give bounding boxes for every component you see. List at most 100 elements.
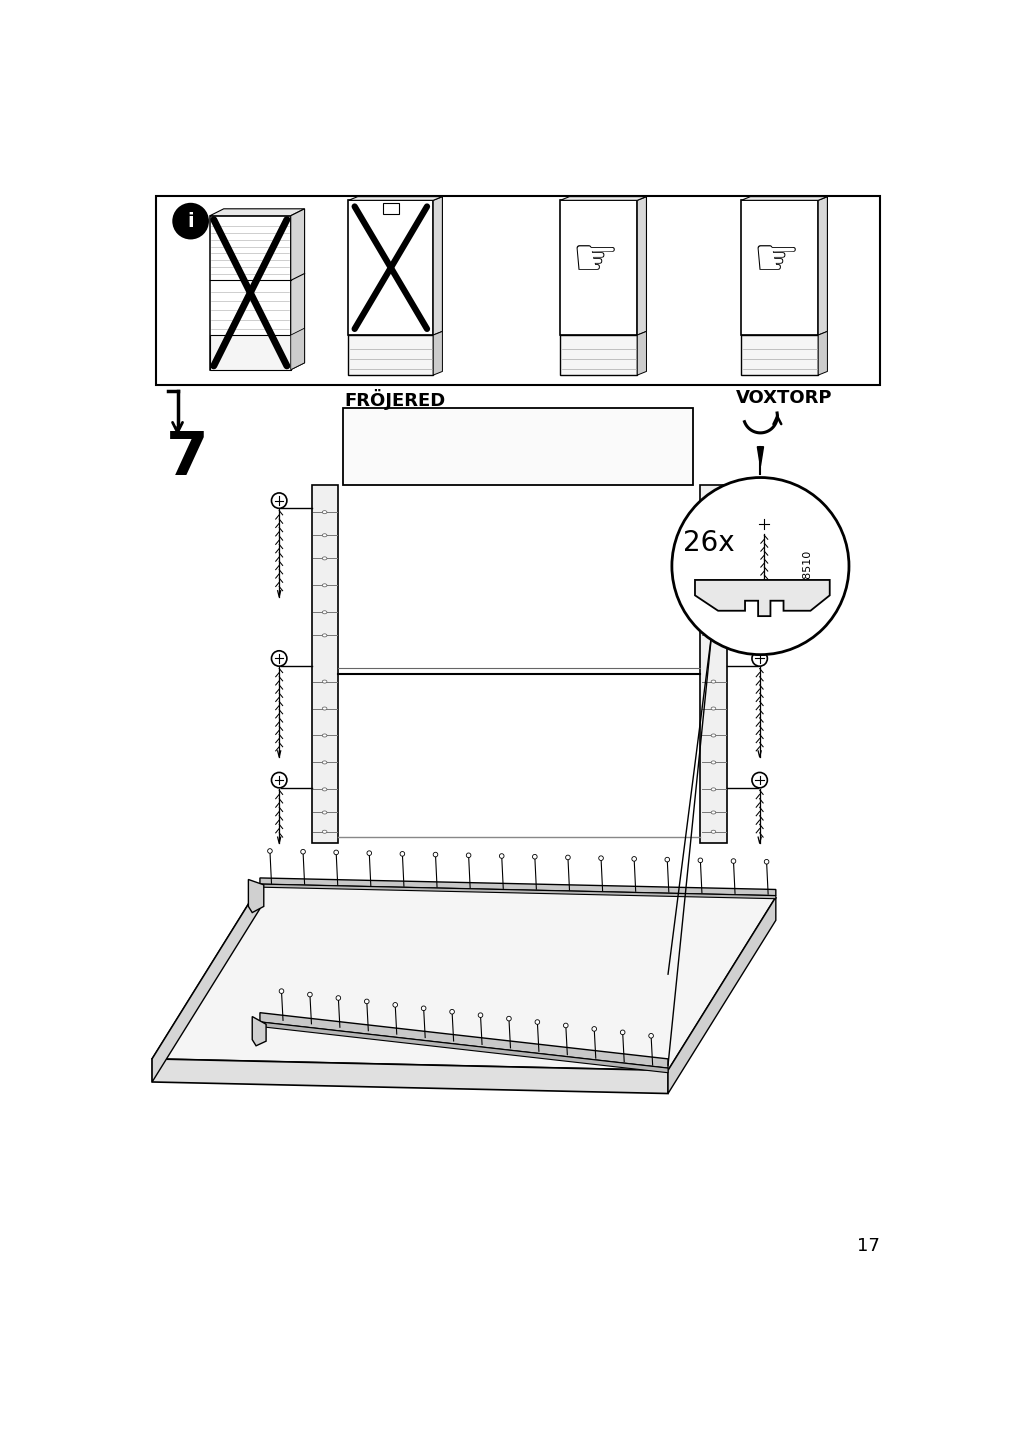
Ellipse shape bbox=[711, 634, 715, 637]
Ellipse shape bbox=[711, 707, 715, 710]
Circle shape bbox=[698, 858, 702, 862]
Circle shape bbox=[466, 853, 470, 858]
Polygon shape bbox=[152, 1058, 667, 1094]
Circle shape bbox=[478, 1012, 482, 1018]
Text: ☞: ☞ bbox=[570, 235, 618, 286]
Circle shape bbox=[392, 1002, 397, 1007]
Polygon shape bbox=[667, 898, 775, 1094]
Ellipse shape bbox=[711, 831, 715, 833]
Ellipse shape bbox=[711, 584, 715, 587]
Polygon shape bbox=[260, 884, 775, 899]
Ellipse shape bbox=[321, 707, 327, 710]
Circle shape bbox=[364, 1000, 369, 1004]
Polygon shape bbox=[756, 447, 762, 465]
Ellipse shape bbox=[711, 511, 715, 514]
Bar bbox=[209, 335, 290, 369]
Circle shape bbox=[591, 1027, 595, 1031]
Polygon shape bbox=[252, 1017, 266, 1045]
Polygon shape bbox=[260, 878, 775, 895]
Bar bbox=[311, 485, 338, 843]
Ellipse shape bbox=[711, 557, 715, 560]
Circle shape bbox=[751, 772, 766, 788]
Circle shape bbox=[599, 856, 603, 861]
Text: i: i bbox=[187, 212, 194, 231]
Circle shape bbox=[507, 1017, 511, 1021]
Bar bbox=[348, 335, 433, 375]
Circle shape bbox=[267, 849, 272, 853]
Polygon shape bbox=[152, 885, 775, 1071]
Polygon shape bbox=[433, 331, 442, 375]
Bar bbox=[740, 335, 817, 375]
Ellipse shape bbox=[321, 680, 327, 683]
Ellipse shape bbox=[711, 760, 715, 763]
Polygon shape bbox=[348, 196, 442, 200]
Circle shape bbox=[565, 855, 569, 859]
Text: 148510: 148510 bbox=[801, 548, 811, 591]
Circle shape bbox=[367, 851, 371, 855]
Bar bbox=[348, 200, 433, 335]
Polygon shape bbox=[260, 1012, 667, 1068]
Circle shape bbox=[336, 995, 341, 1001]
Polygon shape bbox=[637, 331, 646, 375]
Polygon shape bbox=[433, 196, 442, 335]
Text: VOXTORP: VOXTORP bbox=[735, 390, 832, 407]
Circle shape bbox=[763, 859, 768, 863]
Circle shape bbox=[730, 859, 735, 863]
Circle shape bbox=[300, 849, 305, 853]
Ellipse shape bbox=[711, 735, 715, 737]
Polygon shape bbox=[740, 196, 827, 200]
Circle shape bbox=[620, 1030, 625, 1035]
Polygon shape bbox=[248, 879, 264, 912]
Circle shape bbox=[271, 650, 286, 666]
Text: FRÖJERED: FRÖJERED bbox=[345, 390, 446, 410]
Polygon shape bbox=[695, 580, 829, 616]
Polygon shape bbox=[260, 1022, 667, 1073]
Polygon shape bbox=[817, 196, 827, 335]
Ellipse shape bbox=[711, 811, 715, 813]
Circle shape bbox=[271, 772, 286, 788]
Ellipse shape bbox=[321, 534, 327, 537]
Bar bbox=[740, 200, 817, 335]
Polygon shape bbox=[290, 209, 304, 369]
Circle shape bbox=[648, 1034, 653, 1038]
Text: 7: 7 bbox=[166, 430, 208, 488]
Ellipse shape bbox=[711, 534, 715, 537]
Circle shape bbox=[399, 852, 404, 856]
Circle shape bbox=[498, 853, 503, 858]
Circle shape bbox=[535, 1020, 539, 1024]
Circle shape bbox=[631, 856, 636, 861]
Polygon shape bbox=[817, 331, 827, 375]
Ellipse shape bbox=[711, 788, 715, 790]
Circle shape bbox=[334, 851, 338, 855]
Bar bbox=[700, 485, 727, 843]
Circle shape bbox=[563, 1022, 567, 1028]
Circle shape bbox=[532, 855, 537, 859]
Circle shape bbox=[795, 597, 809, 611]
Polygon shape bbox=[560, 196, 646, 200]
Polygon shape bbox=[290, 328, 304, 369]
Circle shape bbox=[279, 990, 283, 994]
Ellipse shape bbox=[321, 610, 327, 614]
Text: 26x: 26x bbox=[682, 528, 734, 557]
Polygon shape bbox=[209, 209, 304, 216]
Circle shape bbox=[751, 650, 766, 666]
Circle shape bbox=[754, 514, 772, 533]
Circle shape bbox=[433, 852, 438, 856]
Ellipse shape bbox=[321, 811, 327, 813]
Bar bbox=[343, 408, 693, 485]
Bar bbox=[560, 200, 637, 335]
Circle shape bbox=[421, 1007, 426, 1011]
Ellipse shape bbox=[321, 760, 327, 763]
Circle shape bbox=[271, 493, 286, 508]
Polygon shape bbox=[152, 885, 260, 1083]
Circle shape bbox=[751, 493, 766, 508]
Circle shape bbox=[664, 858, 669, 862]
Bar bbox=[156, 196, 879, 385]
Ellipse shape bbox=[321, 557, 327, 560]
Ellipse shape bbox=[321, 634, 327, 637]
Bar bbox=[209, 216, 290, 369]
Ellipse shape bbox=[711, 610, 715, 614]
Ellipse shape bbox=[321, 511, 327, 514]
Ellipse shape bbox=[321, 584, 327, 587]
Circle shape bbox=[174, 205, 207, 238]
